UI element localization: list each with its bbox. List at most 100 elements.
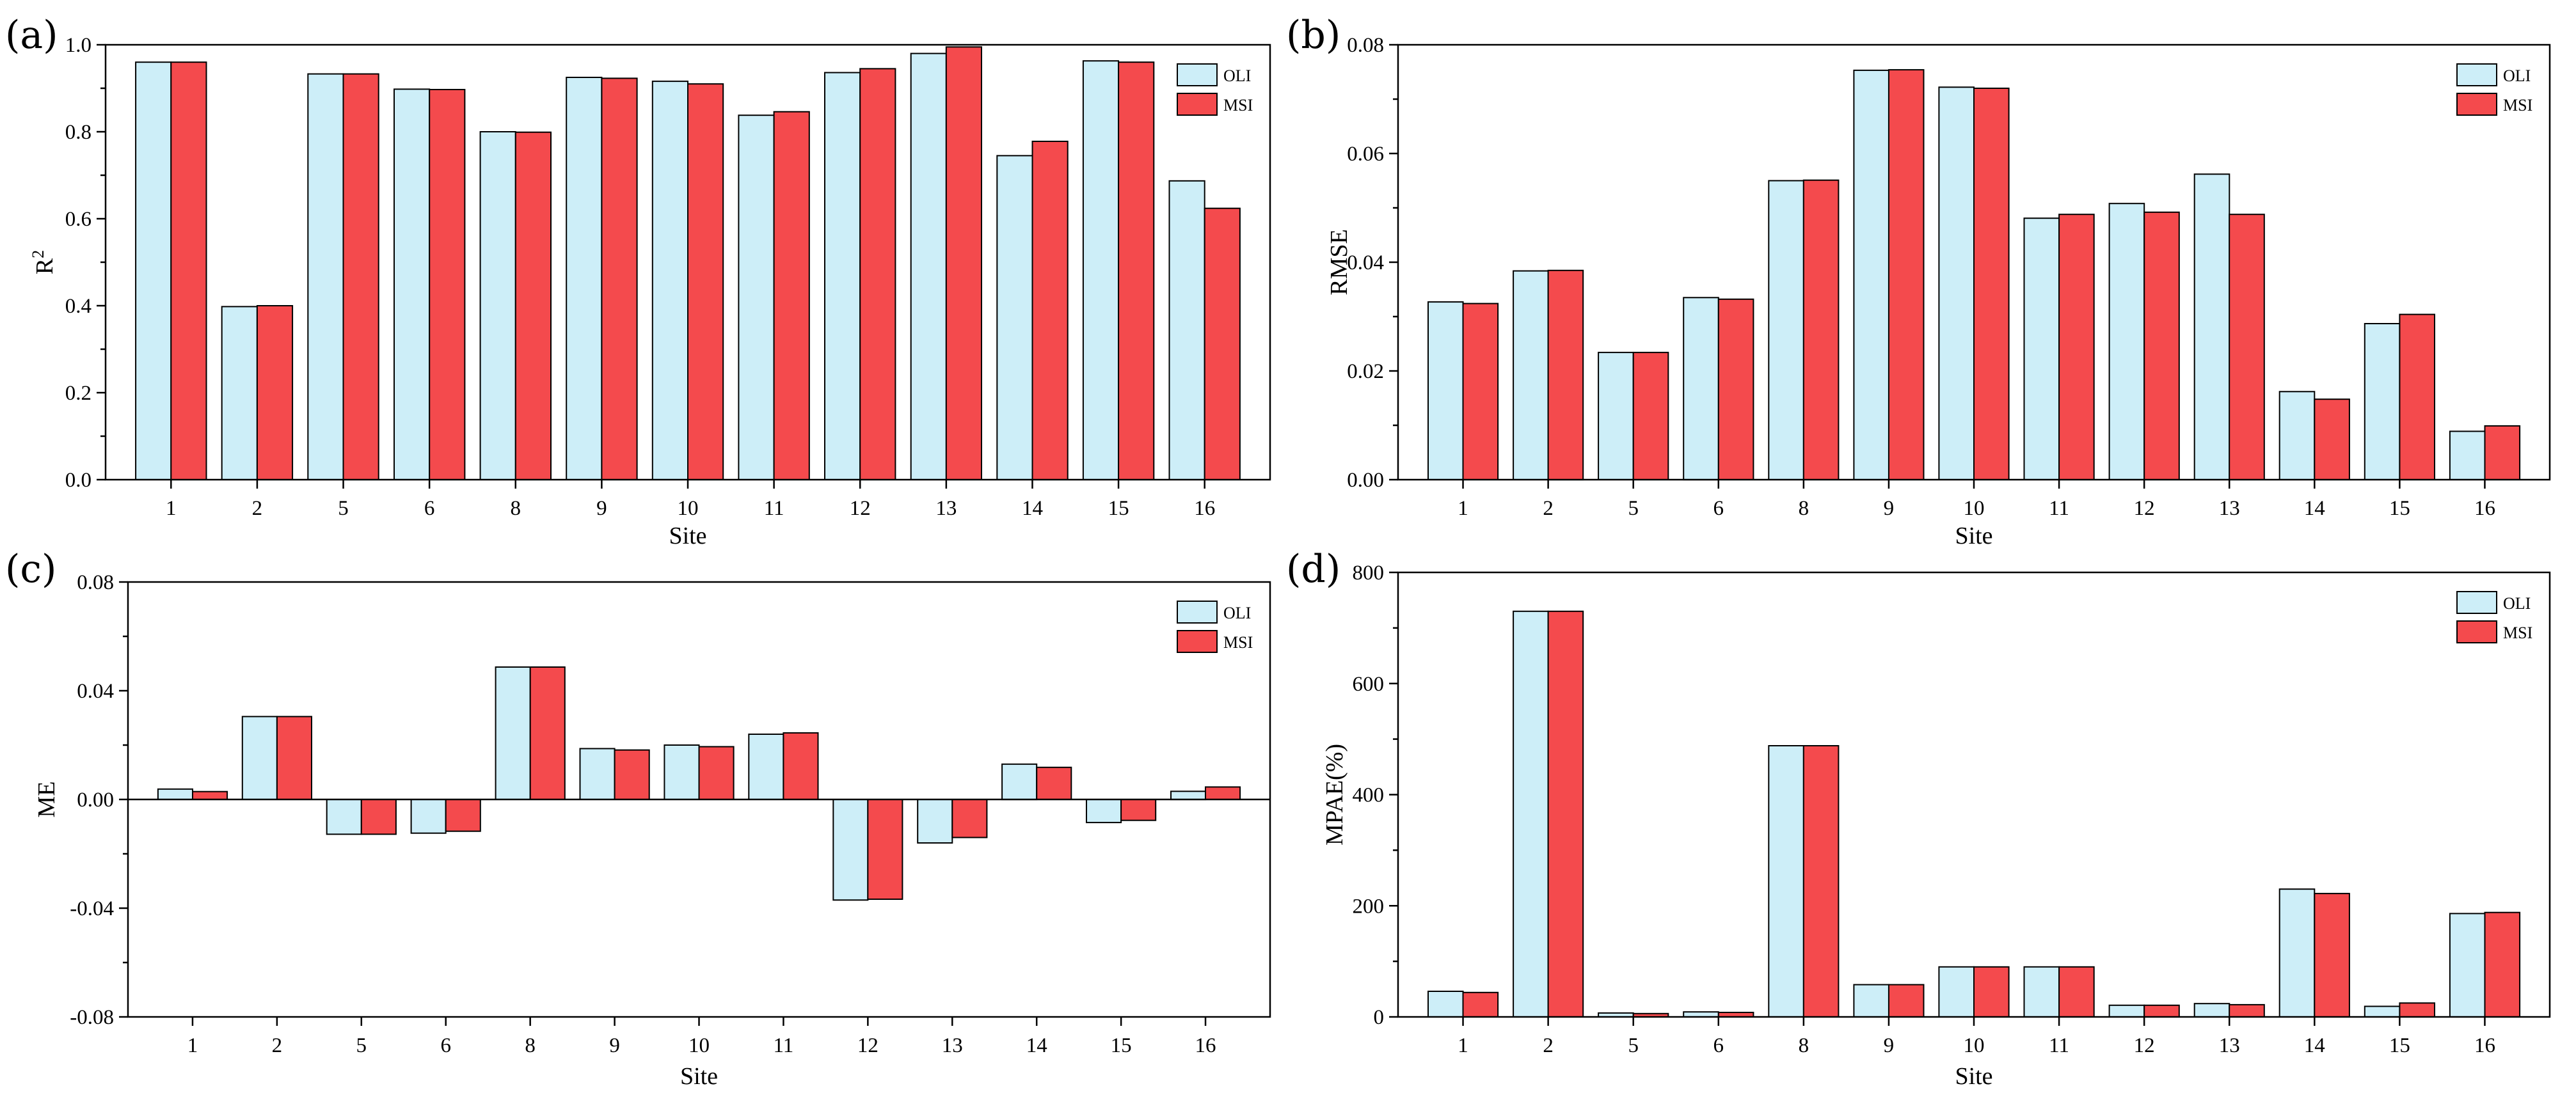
x-tick-label: 16 <box>2474 497 2495 520</box>
bar-oli-site-5 <box>307 73 344 481</box>
bar-oli-site-1 <box>1427 991 1464 1018</box>
x-tick-label: 12 <box>857 1034 879 1057</box>
x-tick-label: 15 <box>1111 1034 1132 1057</box>
x-axis-title: Site <box>1955 523 1992 549</box>
y-tick-label: 0.04 <box>77 680 114 703</box>
bar-msi-site-15 <box>1118 61 1155 480</box>
bar-msi-site-13 <box>945 46 983 480</box>
y-tick-label: 0.08 <box>77 571 114 594</box>
bar-oli-site-9 <box>579 748 616 800</box>
y-axis-title: RMSE <box>1326 229 1353 295</box>
bar-oli-site-9 <box>1853 69 1889 480</box>
bar-msi-site-11 <box>2058 214 2095 480</box>
bar-msi-site-11 <box>2058 966 2095 1018</box>
bar-msi-site-16 <box>2484 911 2521 1018</box>
bar-msi-site-12 <box>859 68 896 480</box>
x-tick-label: 9 <box>609 1034 620 1057</box>
x-tick-label: 9 <box>596 497 607 520</box>
y-axis-title-text: ME <box>33 782 60 818</box>
x-tick-label: 2 <box>1543 1034 1554 1057</box>
bar-oli-site-13 <box>2193 173 2230 480</box>
x-tick-label: 10 <box>1964 497 1985 520</box>
x-tick-label: 8 <box>525 1034 536 1057</box>
bar-msi-site-14 <box>1031 141 1069 480</box>
x-tick-label: 11 <box>774 1034 794 1057</box>
x-tick-label: 13 <box>2219 1034 2240 1057</box>
x-tick-label: 2 <box>252 497 263 520</box>
bar-msi-site-8 <box>1802 745 1840 1018</box>
y-tick-label: 1.0 <box>65 34 91 57</box>
bar-oli-site-13 <box>917 799 953 844</box>
bar-msi-site-16 <box>1204 207 1241 480</box>
bar-oli-site-6 <box>394 88 431 480</box>
x-tick-label: 16 <box>1194 497 1215 520</box>
bar-oli-site-1 <box>135 61 172 480</box>
x-tick-label: 6 <box>424 497 435 520</box>
y-axis-title-text: RMSE <box>1326 229 1353 295</box>
bar-msi-site-15 <box>1120 799 1157 821</box>
bar-msi-site-8 <box>1802 179 1840 480</box>
bar-oli-site-14 <box>2278 888 2316 1018</box>
bar-oli-site-11 <box>748 734 784 800</box>
x-tick-label: 15 <box>1108 497 1129 520</box>
x-tick-label: 14 <box>2304 497 2325 520</box>
x-tick-label: 1 <box>1458 1034 1468 1057</box>
y-tick-label: -0.08 <box>70 1006 114 1029</box>
x-tick-label: 11 <box>2049 1034 2069 1057</box>
x-tick-label: 1 <box>1458 497 1468 520</box>
bar-msi-site-13 <box>2229 1003 2265 1018</box>
bar-msi-site-6 <box>1717 298 1754 480</box>
bar-oli-site-14 <box>2278 391 2316 480</box>
x-axis-title: Site <box>1955 1063 1992 1090</box>
bar-oli-site-5 <box>1598 352 1634 480</box>
bar-oli-site-15 <box>2364 323 2401 480</box>
y-tick-label: 400 <box>1353 784 1385 807</box>
bar-oli-site-15 <box>2364 1005 2401 1018</box>
bar-oli-site-2 <box>221 306 258 480</box>
bar-oli-site-10 <box>651 81 688 481</box>
legend-swatch-msi <box>1177 630 1218 653</box>
panel-label: (c) <box>5 547 56 592</box>
bar-msi-site-12 <box>2143 1004 2180 1018</box>
x-tick-label: 1 <box>166 497 177 520</box>
bar-msi-site-13 <box>951 799 988 838</box>
bar-msi-site-12 <box>2143 211 2180 480</box>
x-tick-label: 16 <box>1195 1034 1216 1057</box>
bar-msi-site-11 <box>773 111 810 480</box>
legend-label-msi: MSI <box>1223 96 1253 114</box>
x-tick-label: 5 <box>1628 497 1639 520</box>
bar-msi-site-8 <box>529 666 566 800</box>
legend-swatch-msi <box>1177 93 1218 116</box>
x-tick-label: 14 <box>2304 1034 2325 1057</box>
bar-oli-site-8 <box>479 131 516 480</box>
x-tick-label: 11 <box>2049 497 2069 520</box>
x-tick-label: 6 <box>1713 1034 1724 1057</box>
bar-oli-site-12 <box>824 72 861 480</box>
bar-msi-site-1 <box>170 61 207 480</box>
legend-swatch-msi <box>2456 93 2497 116</box>
bar-oli-site-16 <box>1170 790 1207 801</box>
bar-msi-site-12 <box>867 799 903 900</box>
y-tick-label: 600 <box>1353 673 1385 696</box>
chart-panel-b: (b)1 2 5 6 8 9 10 11 12 13 14 15 160.000.020.040.060… <box>1286 13 2551 549</box>
x-tick-label: 13 <box>935 497 957 520</box>
bar-msi-site-14 <box>2314 398 2350 481</box>
y-tick-label: 0.2 <box>65 382 91 405</box>
bar-oli-site-10 <box>664 744 700 800</box>
x-tick-label: 9 <box>1884 497 1895 520</box>
y-tick-label: 0.0 <box>65 469 91 492</box>
bar-msi-site-1 <box>1462 991 1499 1018</box>
x-tick-label: 5 <box>1628 1034 1639 1057</box>
y-tick-label: 0.8 <box>65 121 91 144</box>
bar-oli-site-11 <box>738 114 775 480</box>
bar-oli-site-11 <box>2023 217 2060 480</box>
bar-msi-site-2 <box>276 716 312 801</box>
y-tick-label: 0.02 <box>1347 360 1384 383</box>
bar-oli-site-10 <box>1938 966 1975 1018</box>
bar-msi-site-5 <box>360 799 397 835</box>
y-tick-label: 0.08 <box>1347 34 1384 57</box>
x-tick-label: 2 <box>272 1034 283 1057</box>
x-tick-label: 6 <box>1713 497 1724 520</box>
x-axis-title: Site <box>669 523 706 549</box>
panel-label: (d) <box>1286 547 1340 592</box>
